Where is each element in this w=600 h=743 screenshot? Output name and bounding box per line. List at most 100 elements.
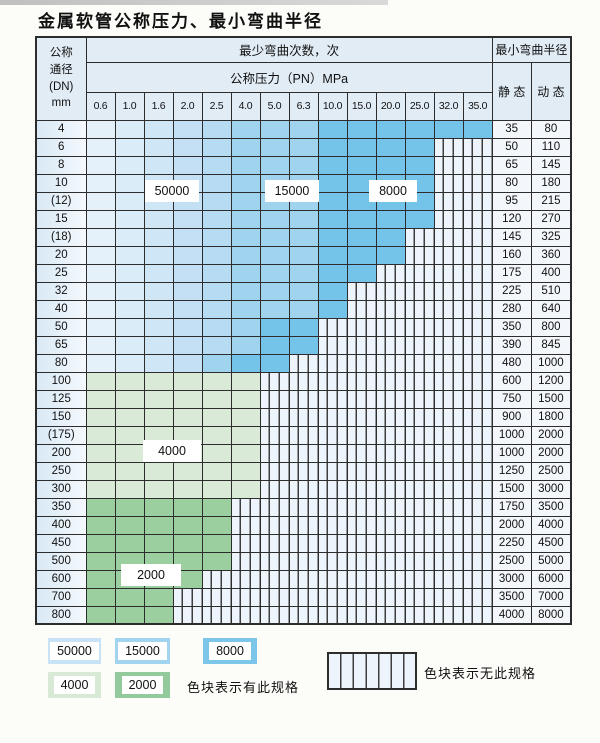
legend-swatch-label: 4000 [53,676,96,694]
no-spec-cell [375,443,406,463]
dn-cell: 25 [35,263,87,283]
dn-cell: 700 [35,587,87,607]
table-row: 250 1250 2500 [35,461,572,481]
spec-cell [288,263,319,283]
spec-cell [288,155,319,175]
spec-cell [85,515,116,535]
no-spec-cell [433,479,464,499]
spec-cell [230,191,261,211]
spec-cell [433,119,464,139]
spec-cell [201,335,232,355]
no-spec-cell [346,443,377,463]
table-row: (18) 145 325 [35,227,572,247]
no-spec-cell [462,587,493,607]
no-spec-cell [230,605,261,625]
dynamic-value-cell: 8000 [530,605,572,625]
no-spec-cell [462,551,493,571]
spec-cell [114,335,145,355]
spec-cell [259,281,290,301]
dn-cell: 100 [35,371,87,391]
static-value-cell: 390 [491,335,532,355]
spec-cell [288,209,319,229]
spec-cell [114,191,145,211]
spec-cell [317,281,348,301]
spec-cell [230,335,261,355]
static-value-cell: 3500 [491,587,532,607]
no-spec-cell [462,407,493,427]
spec-cell [172,407,203,427]
no-spec-cell [404,587,435,607]
no-spec-cell [375,605,406,625]
no-spec-cell [230,587,261,607]
static-value-cell: 65 [491,155,532,175]
dynamic-value-cell: 510 [530,281,572,301]
no-spec-cell [433,371,464,391]
no-spec-cell [433,353,464,373]
legend-swatch: 15000 [115,638,170,664]
no-spec-cell [375,587,406,607]
dn-header-line: mm [51,97,71,110]
table-row: 20 160 360 [35,245,572,265]
no-spec-cell [433,227,464,247]
table-row: 800 4000 8000 [35,605,572,625]
no-spec-cell [404,245,435,265]
no-spec-cell [317,569,348,589]
no-spec-cell [346,479,377,499]
static-value-cell: 350 [491,317,532,337]
spec-cell [230,299,261,319]
no-spec-cell [404,551,435,571]
cycle-count-label: 4000 [143,440,201,462]
spec-cell [201,461,232,481]
no-spec-cell [375,479,406,499]
spec-cell [317,227,348,247]
dn-cell: 6 [35,137,87,157]
no-spec-cell [462,371,493,391]
spec-cell [85,587,116,607]
pressure-value-cell: 0.6 [85,91,116,121]
no-spec-cell [317,587,348,607]
spec-cell [230,443,261,463]
dynamic-value-cell: 2000 [530,425,572,445]
dn-cell: 50 [35,317,87,337]
dynamic-value-cell: 1000 [530,353,572,373]
static-value-cell: 2250 [491,533,532,553]
dynamic-value-cell: 325 [530,227,572,247]
spec-cell [114,227,145,247]
no-spec-cell [462,605,493,625]
no-spec-cell [433,317,464,337]
legend-available-note: 色块表示有此规格 [187,680,300,695]
spec-cell [143,245,174,265]
spec-cell [114,443,145,463]
spec-cell [201,209,232,229]
spec-cell [114,245,145,265]
spec-cell [375,137,406,157]
no-spec-cell [288,497,319,517]
spec-cell [85,281,116,301]
static-value-cell: 480 [491,353,532,373]
spec-cell [230,317,261,337]
no-spec-cell [230,497,261,517]
dynamic-value-cell: 845 [530,335,572,355]
no-spec-cell [288,389,319,409]
spec-cell [375,155,406,175]
no-spec-cell [317,407,348,427]
spec-cell [143,371,174,391]
spec-cell [317,191,348,211]
spec-cell [201,497,232,517]
static-value-cell: 2000 [491,515,532,535]
no-spec-cell [288,443,319,463]
dn-cell: 4 [35,119,87,139]
dynamic-value-cell: 400 [530,263,572,283]
static-value-cell: 600 [491,371,532,391]
spec-cell [172,533,203,553]
spec-cell [114,515,145,535]
no-spec-cell [433,137,464,157]
spec-cell [404,119,435,139]
table-row: 150 900 1800 [35,407,572,427]
table-row: 125 750 1500 [35,389,572,409]
spec-cell [201,245,232,265]
no-spec-cell [230,551,261,571]
no-spec-cell [346,281,377,301]
spec-cell [346,137,377,157]
no-spec-cell [433,263,464,283]
